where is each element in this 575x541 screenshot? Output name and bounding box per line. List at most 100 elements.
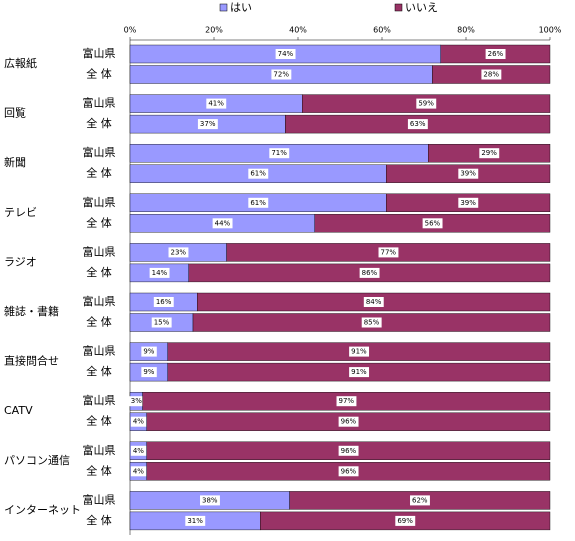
x-tick-label: 20% xyxy=(205,26,223,35)
group-label: 新聞 xyxy=(4,155,26,169)
value-label-bg xyxy=(363,297,384,307)
row-label: 富山県 xyxy=(83,96,116,110)
group-label: 直接問合せ xyxy=(4,354,59,368)
value-label: 63% xyxy=(410,120,426,128)
value-label: 39% xyxy=(460,170,476,178)
value-label-bg xyxy=(130,445,147,456)
value-label: 61% xyxy=(250,199,266,207)
value-label: 31% xyxy=(187,517,203,525)
value-label: 62% xyxy=(412,496,428,504)
value-label-bg xyxy=(141,367,157,378)
value-label-bg xyxy=(141,346,157,357)
value-label-bg xyxy=(269,148,290,159)
value-label-bg xyxy=(271,69,292,80)
value-label-bg xyxy=(206,98,227,109)
value-label-bg xyxy=(481,69,502,80)
value-label: 72% xyxy=(273,71,289,79)
value-label: 9% xyxy=(143,348,154,356)
row-label: 全 体 xyxy=(86,166,112,180)
value-label-bg xyxy=(479,148,500,159)
value-label: 28% xyxy=(483,71,499,79)
legend-swatch xyxy=(219,3,228,12)
value-label-bg xyxy=(185,515,206,526)
value-label-bg xyxy=(378,247,399,258)
x-tick-label: 60% xyxy=(373,26,391,35)
x-tick-label: 80% xyxy=(457,26,475,35)
value-label-bg xyxy=(407,119,428,130)
x-tick-label: 100% xyxy=(539,26,562,35)
value-label-bg xyxy=(248,168,269,179)
legend-label: はい xyxy=(230,1,252,14)
row-label: 富山県 xyxy=(83,344,116,358)
row-label: 富山県 xyxy=(83,244,116,258)
value-label-bg xyxy=(153,297,174,307)
group-label: 回覧 xyxy=(4,106,26,120)
value-label: 86% xyxy=(362,269,378,277)
legend-label: いいえ xyxy=(405,1,438,14)
value-label-bg xyxy=(338,445,359,456)
value-label: 56% xyxy=(425,219,441,227)
legend-swatch xyxy=(394,3,403,12)
row-label: 全 体 xyxy=(86,265,112,279)
value-label-bg xyxy=(395,515,416,526)
value-label-bg xyxy=(359,267,380,278)
row-label: 全 体 xyxy=(86,463,112,477)
row-label: 全 体 xyxy=(86,315,112,329)
value-label: 74% xyxy=(278,50,294,58)
row-label: 全 体 xyxy=(86,513,112,527)
value-label: 23% xyxy=(171,248,187,256)
value-label-bg xyxy=(200,495,220,506)
x-tick-label: 0% xyxy=(124,26,137,35)
row-label: 全 体 xyxy=(86,67,112,81)
value-label-bg xyxy=(338,466,359,477)
row-label: 全 体 xyxy=(86,364,112,378)
value-label-bg xyxy=(361,317,382,328)
group-label: CATV xyxy=(4,404,33,417)
value-label: 77% xyxy=(381,248,397,256)
value-label: 69% xyxy=(397,517,413,525)
value-label: 44% xyxy=(215,219,231,227)
value-label-bg xyxy=(128,396,145,407)
value-label: 26% xyxy=(488,50,504,58)
value-label: 71% xyxy=(271,149,287,157)
row-label: 富山県 xyxy=(83,443,116,457)
value-label-bg xyxy=(349,346,370,357)
value-label: 4% xyxy=(133,418,144,426)
x-tick-label: 40% xyxy=(289,26,307,35)
value-label-bg xyxy=(416,98,437,109)
value-label-bg xyxy=(151,317,172,328)
value-label: 29% xyxy=(481,149,497,157)
value-label: 4% xyxy=(133,447,144,455)
value-label: 37% xyxy=(200,120,216,128)
value-label: 96% xyxy=(341,447,357,455)
value-label-bg xyxy=(149,267,170,278)
value-label-bg xyxy=(336,396,357,407)
value-label: 59% xyxy=(418,100,434,108)
value-label: 38% xyxy=(202,496,218,504)
group-label: 雑誌・書籍 xyxy=(4,304,59,318)
row-label: 富山県 xyxy=(83,195,116,209)
value-label: 96% xyxy=(341,467,357,475)
value-label-bg xyxy=(338,416,359,427)
value-label-bg xyxy=(130,466,147,477)
row-label: 富山県 xyxy=(83,393,116,407)
row-label: 全 体 xyxy=(86,215,112,229)
group-label: テレビ xyxy=(4,206,37,219)
value-label: 96% xyxy=(341,418,357,426)
value-label: 91% xyxy=(351,368,367,376)
group-label: パソコン通信 xyxy=(4,454,70,467)
value-label: 91% xyxy=(351,348,367,356)
group-label: ラジオ xyxy=(4,255,37,268)
value-label-bg xyxy=(410,495,430,506)
value-label-bg xyxy=(248,197,269,208)
value-label-bg xyxy=(197,119,218,130)
value-label-bg xyxy=(458,197,479,208)
row-label: 富山県 xyxy=(83,46,116,60)
row-label: 富山県 xyxy=(83,492,116,506)
value-label-bg xyxy=(485,49,506,59)
value-label: 97% xyxy=(339,397,355,405)
row-label: 富山県 xyxy=(83,145,116,159)
value-label: 41% xyxy=(208,100,224,108)
value-label: 16% xyxy=(156,298,172,306)
